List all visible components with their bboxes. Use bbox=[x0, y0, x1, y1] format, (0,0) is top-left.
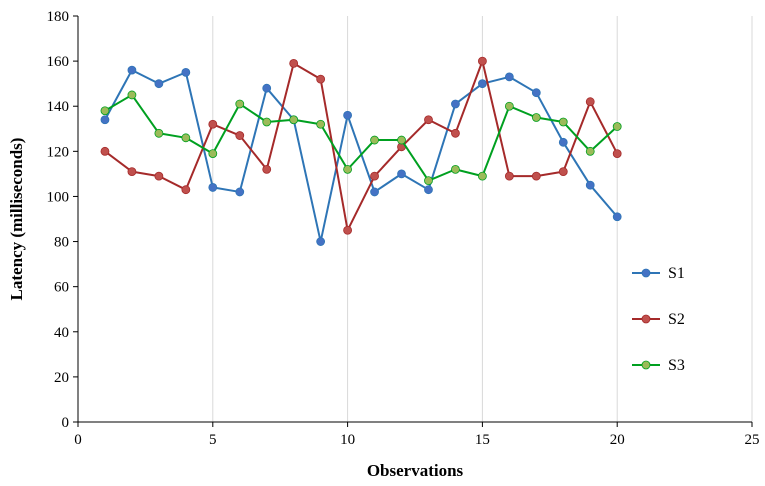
data-point-s1-13 bbox=[424, 185, 433, 195]
legend-item-s2: S2 bbox=[632, 311, 685, 328]
data-point-s3-4 bbox=[181, 133, 191, 143]
data-point-s3-12 bbox=[397, 135, 406, 145]
tick-labels: 0 20 40 60 80 100 120 140 160 180 0 5 10 15 20 25 bbox=[47, 9, 760, 448]
data-point-s3-14 bbox=[451, 164, 460, 174]
data-point-s2-14 bbox=[451, 128, 460, 138]
data-point-s1-11 bbox=[370, 187, 379, 197]
y-tick-label-40: 40 bbox=[54, 325, 69, 341]
data-point-s3-13 bbox=[424, 176, 433, 186]
data-point-s2-18 bbox=[558, 167, 568, 177]
y-tick-label-60: 60 bbox=[54, 280, 69, 296]
x-tick-label-20: 20 bbox=[610, 432, 625, 448]
data-point-s2-15 bbox=[477, 56, 487, 66]
data-point-s3-2 bbox=[127, 90, 137, 100]
data-point-s1-20 bbox=[612, 212, 622, 222]
data-point-s1-7 bbox=[262, 83, 272, 93]
data-point-s2-10 bbox=[343, 225, 353, 235]
data-point-s3-9 bbox=[316, 119, 326, 129]
data-point-s2-3 bbox=[154, 171, 164, 181]
data-point-s3-7 bbox=[262, 117, 272, 127]
legend-marker-s2 bbox=[641, 314, 651, 324]
data-point-s1-3 bbox=[154, 79, 164, 89]
data-point-s3-11 bbox=[370, 135, 379, 145]
data-point-s1-10 bbox=[343, 110, 353, 120]
data-point-s2-19 bbox=[585, 97, 595, 107]
data-point-s3-10 bbox=[343, 164, 353, 174]
data-point-s1-5 bbox=[208, 183, 218, 192]
y-tick-label-0: 0 bbox=[62, 415, 70, 431]
data-point-s3-17 bbox=[531, 113, 541, 122]
x-axis-title: Observations bbox=[367, 461, 464, 480]
data-point-s1-6 bbox=[235, 187, 245, 197]
x-tick-label-0: 0 bbox=[74, 432, 82, 448]
series-line-s3 bbox=[104, 93, 618, 182]
legend-label-s1: S1 bbox=[668, 265, 685, 282]
legend-label-s3: S3 bbox=[668, 357, 685, 374]
data-point-s1-14 bbox=[451, 99, 460, 109]
data-point-s3-5 bbox=[208, 149, 218, 158]
data-point-s2-6 bbox=[235, 131, 245, 140]
data-point-s2-4 bbox=[181, 185, 191, 195]
x-tick-label-10: 10 bbox=[340, 432, 355, 448]
data-point-s3-20 bbox=[612, 122, 622, 131]
data-point-s2-20 bbox=[612, 149, 622, 158]
series-s3 bbox=[100, 90, 622, 186]
legend-label-s2: S2 bbox=[668, 311, 685, 328]
series-line-s2 bbox=[104, 60, 619, 232]
data-point-s1-4 bbox=[181, 67, 191, 77]
y-tick-label-100: 100 bbox=[47, 189, 70, 205]
data-point-s1-12 bbox=[397, 169, 406, 179]
data-point-s2-13 bbox=[424, 115, 433, 125]
data-point-s2-2 bbox=[127, 167, 137, 177]
y-tick-label-160: 160 bbox=[47, 54, 70, 70]
y-tick-label-80: 80 bbox=[54, 235, 69, 251]
data-point-s2-9 bbox=[316, 74, 326, 84]
data-point-s1-9 bbox=[316, 237, 326, 246]
series-s2 bbox=[100, 56, 622, 235]
legend-marker-s1 bbox=[641, 268, 651, 278]
legend: S1 S2 S3 bbox=[632, 265, 685, 374]
axes bbox=[73, 15, 753, 427]
legend-marker-s3 bbox=[641, 360, 651, 370]
data-point-s2-7 bbox=[262, 164, 272, 174]
data-point-s2-11 bbox=[370, 171, 379, 181]
data-point-s1-16 bbox=[504, 72, 514, 82]
data-point-s3-3 bbox=[154, 128, 164, 138]
data-point-s1-18 bbox=[558, 137, 568, 147]
y-tick-label-20: 20 bbox=[54, 370, 69, 386]
data-series bbox=[100, 56, 622, 246]
y-tick-label-120: 120 bbox=[47, 144, 70, 160]
legend-item-s3: S3 bbox=[632, 357, 685, 374]
y-tick-label-180: 180 bbox=[47, 9, 70, 25]
data-point-s2-5 bbox=[208, 119, 218, 129]
data-point-s1-1 bbox=[100, 115, 110, 125]
data-point-s3-15 bbox=[477, 171, 487, 181]
data-point-s3-16 bbox=[504, 101, 514, 111]
data-point-s1-2 bbox=[127, 65, 137, 75]
data-point-s2-1 bbox=[100, 146, 110, 156]
data-point-s3-18 bbox=[558, 117, 568, 127]
y-axis-title: Latency (milliseconds) bbox=[7, 138, 26, 301]
data-point-s2-8 bbox=[289, 58, 299, 68]
data-point-s2-16 bbox=[504, 171, 514, 181]
data-point-s3-1 bbox=[100, 106, 110, 116]
y-tick-label-140: 140 bbox=[47, 99, 70, 115]
data-point-s3-8 bbox=[289, 115, 299, 125]
legend-item-s1: S1 bbox=[632, 265, 685, 282]
data-point-s3-6 bbox=[235, 99, 245, 109]
x-tick-label-15: 15 bbox=[475, 432, 490, 448]
data-point-s1-15 bbox=[477, 79, 487, 89]
data-point-s3-19 bbox=[585, 146, 595, 156]
data-point-s1-19 bbox=[585, 180, 595, 190]
x-tick-label-5: 5 bbox=[209, 432, 217, 448]
data-point-s1-17 bbox=[531, 88, 541, 98]
x-tick-label-25: 25 bbox=[745, 432, 760, 448]
data-point-s2-17 bbox=[531, 171, 541, 181]
